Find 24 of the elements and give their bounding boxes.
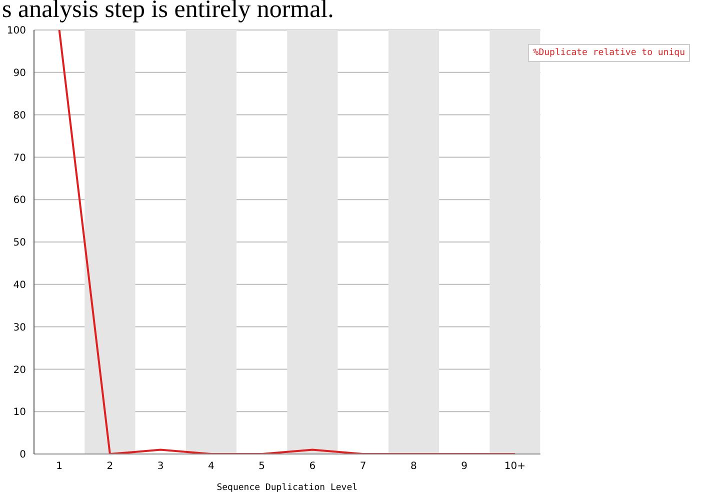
x-tick-label: 5 bbox=[258, 461, 266, 472]
x-tick-label: 10+ bbox=[504, 461, 526, 472]
x-tick-label: 8 bbox=[410, 461, 417, 472]
x-tick-label: 2 bbox=[106, 461, 114, 472]
x-tick-label: 3 bbox=[157, 461, 164, 472]
y-tick-label: 40 bbox=[13, 280, 26, 291]
y-tick-label: 80 bbox=[13, 110, 26, 122]
x-tick-label: 7 bbox=[360, 461, 366, 472]
y-tick-label: 20 bbox=[13, 364, 26, 376]
x-tick-label: 1 bbox=[56, 461, 62, 472]
y-tick-label: 50 bbox=[13, 238, 26, 249]
text: s analysis step is entirely normal. bbox=[2, 0, 334, 24]
y-tick-label: 90 bbox=[13, 68, 26, 79]
x-tick-label: 6 bbox=[309, 461, 316, 472]
x-tick-label: 4 bbox=[208, 461, 214, 472]
x-axis-title: Sequence Duplication Level bbox=[216, 483, 358, 493]
y-tick-label: 0 bbox=[20, 450, 26, 461]
text: %Duplicate relative to uniqu bbox=[533, 48, 685, 58]
y-tick-label: 30 bbox=[13, 322, 26, 334]
y-tick-label: 60 bbox=[13, 195, 26, 206]
y-tick-label: 10 bbox=[13, 407, 26, 418]
y-tick-label: 100 bbox=[6, 26, 26, 37]
x-tick-label: 9 bbox=[461, 461, 468, 472]
y-tick-label: 70 bbox=[13, 152, 26, 164]
